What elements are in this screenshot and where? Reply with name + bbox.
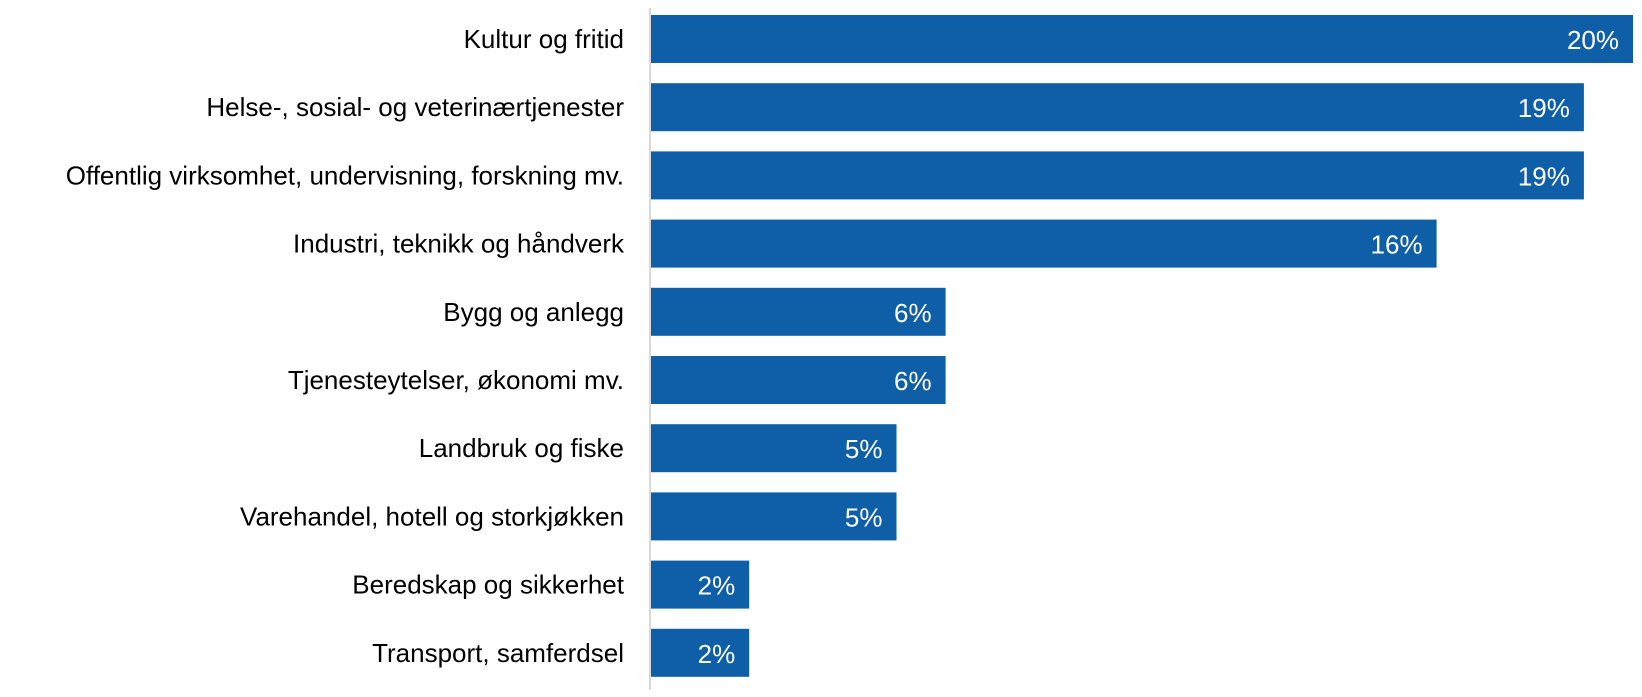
bar (651, 151, 1584, 200)
value-label: 5% (845, 434, 883, 464)
value-label: 2% (698, 639, 736, 669)
bar (651, 356, 946, 404)
category-label: Transport, samferdsel (372, 638, 624, 668)
category-label: Tjenesteytelser, økonomi mv. (288, 365, 624, 395)
value-label: 2% (698, 571, 736, 601)
category-label: Helse-, sosial- og veterinærtjenester (206, 92, 624, 122)
bar (651, 424, 897, 473)
value-label: 16% (1371, 230, 1423, 260)
category-label: Bygg og anlegg (443, 297, 624, 327)
category-label: Offentlig virksomhet, undervisning, fors… (66, 160, 624, 190)
value-label: 19% (1518, 93, 1570, 123)
value-label: 20% (1567, 25, 1619, 55)
value-labels: 20% 19% 19% 16% 6% 6% 5% 5% 2% 2% (698, 25, 1619, 669)
bar (651, 15, 1633, 63)
bar (651, 492, 897, 541)
category-labels: Kultur og fritid Helse-, sosial- og veter… (66, 24, 625, 668)
category-label: Industri, teknikk og håndverk (293, 229, 625, 259)
bar (651, 560, 750, 609)
category-label: Beredskap og sikkerhet (352, 570, 624, 600)
category-label: Kultur og fritid (464, 24, 624, 54)
value-label: 6% (894, 366, 932, 396)
bar (651, 83, 1584, 132)
category-label: Landbruk og fiske (419, 433, 624, 463)
bar (651, 628, 750, 677)
bar (651, 219, 1437, 268)
value-label: 6% (894, 298, 932, 328)
bar (651, 287, 946, 336)
bars (651, 15, 1633, 677)
value-label: 19% (1518, 161, 1570, 191)
value-label: 5% (845, 502, 883, 532)
category-label: Varehandel, hotell og storkjøkken (240, 501, 624, 531)
